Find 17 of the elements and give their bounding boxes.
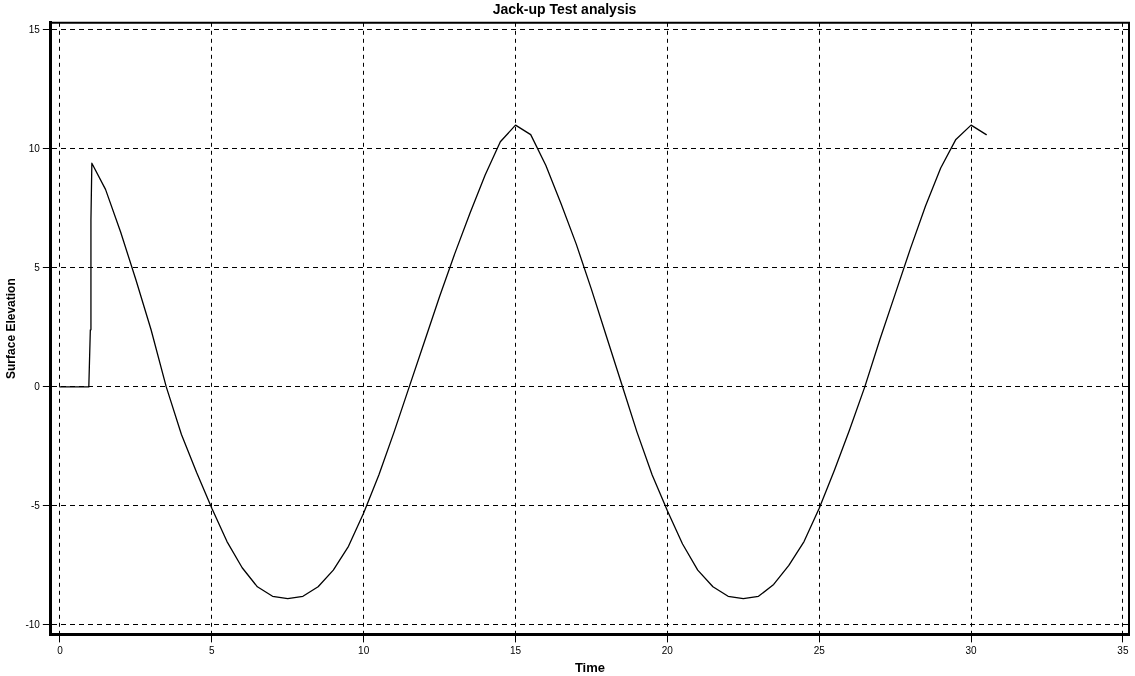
chart-title: Jack-up Test analysis bbox=[492, 1, 637, 18]
x-tick-label: 5 bbox=[209, 645, 216, 657]
y-tick-label: -10 bbox=[25, 618, 41, 630]
y-tick-label: 5 bbox=[34, 261, 41, 273]
x-tick-label: 10 bbox=[358, 645, 370, 657]
x-tick-label: 15 bbox=[509, 645, 522, 657]
y-tick-label: -5 bbox=[30, 499, 41, 511]
y-tick-label: 0 bbox=[34, 380, 41, 392]
y-tick-label: 10 bbox=[28, 142, 41, 154]
y-axis-title: Surface Elevation bbox=[3, 278, 18, 379]
x-tick-label: 25 bbox=[813, 645, 826, 657]
x-tick-label: 35 bbox=[1117, 645, 1129, 657]
x-axis-title: Time bbox=[574, 659, 605, 675]
y-tick-label: 15 bbox=[28, 23, 41, 35]
x-tick-label: 0 bbox=[57, 645, 64, 657]
x-tick-label: 30 bbox=[965, 645, 978, 657]
x-tick-label: 20 bbox=[661, 645, 674, 657]
